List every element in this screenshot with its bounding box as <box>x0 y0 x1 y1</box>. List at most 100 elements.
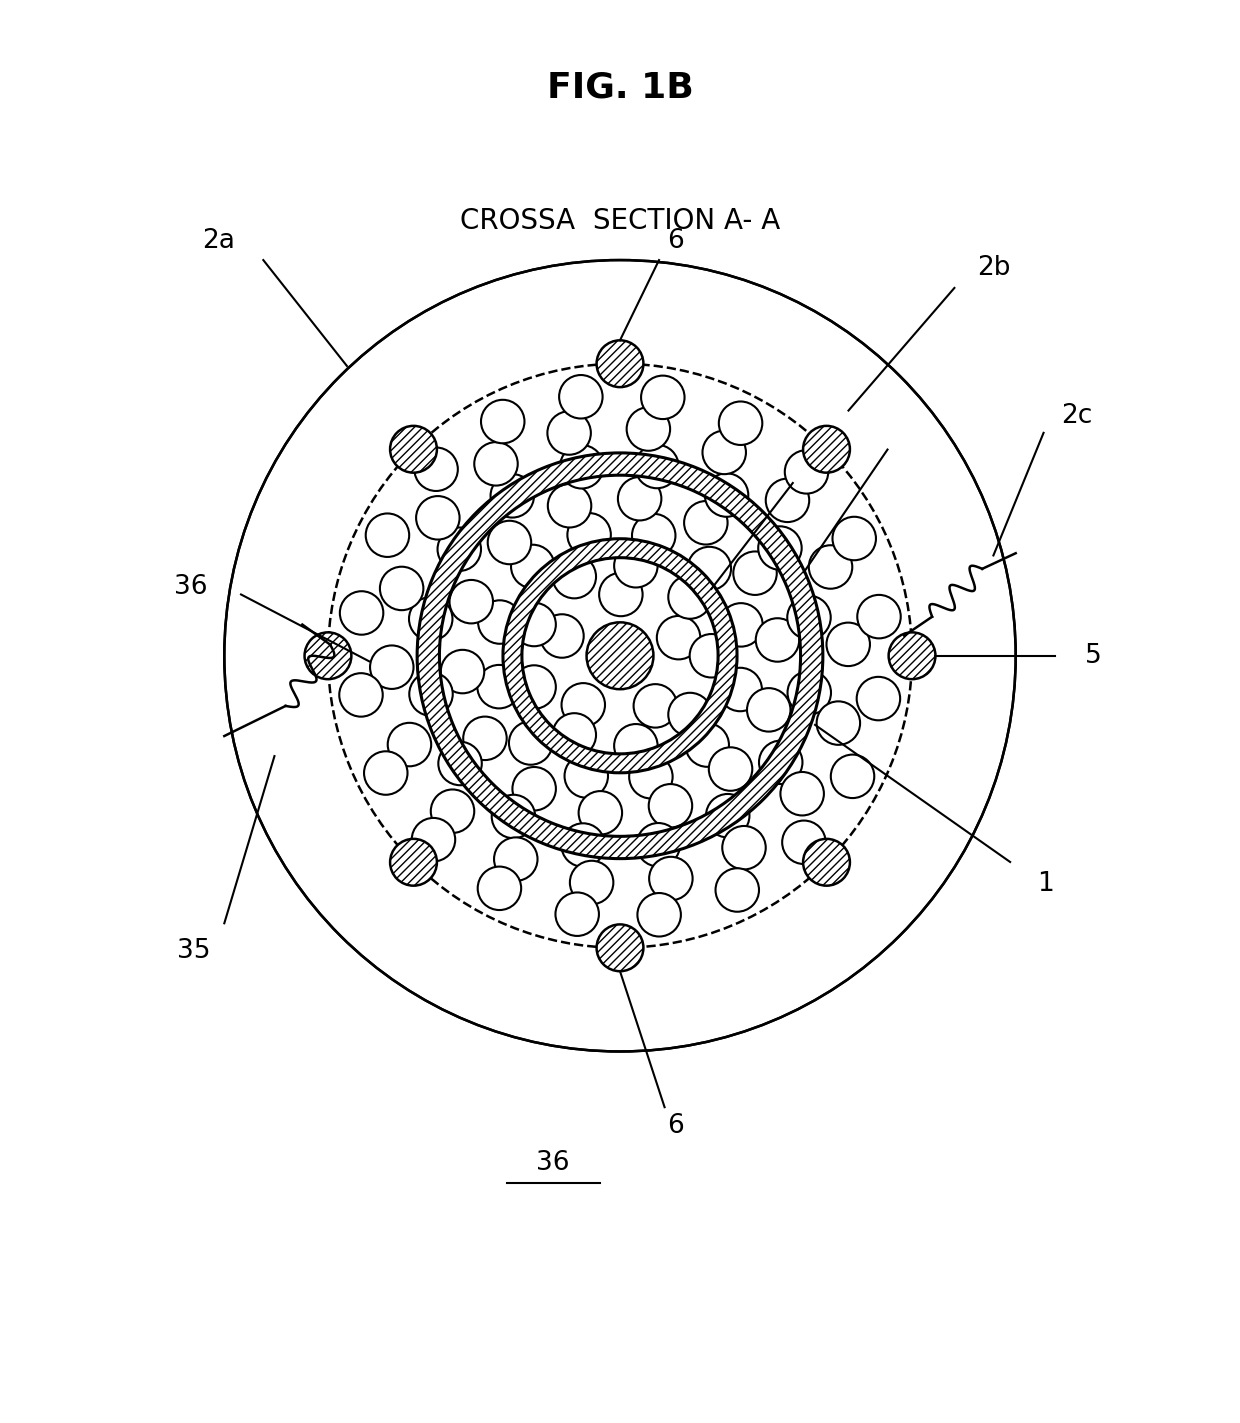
Circle shape <box>464 717 507 760</box>
Circle shape <box>508 721 553 764</box>
Text: 6: 6 <box>667 228 684 255</box>
Circle shape <box>479 601 522 643</box>
Circle shape <box>379 566 423 610</box>
Circle shape <box>391 425 436 472</box>
Circle shape <box>568 514 611 556</box>
Circle shape <box>438 528 481 571</box>
Circle shape <box>637 894 681 936</box>
Circle shape <box>787 596 831 639</box>
Circle shape <box>440 650 485 693</box>
Circle shape <box>755 618 800 662</box>
Circle shape <box>719 401 763 445</box>
Text: 6: 6 <box>667 1113 684 1140</box>
Circle shape <box>746 689 790 731</box>
Circle shape <box>553 713 596 757</box>
Circle shape <box>481 400 525 444</box>
Circle shape <box>560 445 604 488</box>
Circle shape <box>827 623 870 666</box>
Circle shape <box>719 603 763 646</box>
Circle shape <box>632 514 676 558</box>
Circle shape <box>650 857 693 901</box>
Circle shape <box>804 425 849 472</box>
Circle shape <box>782 821 826 864</box>
Circle shape <box>494 837 537 881</box>
Circle shape <box>785 450 828 494</box>
Circle shape <box>511 545 554 588</box>
Circle shape <box>668 693 712 736</box>
Circle shape <box>733 552 776 595</box>
Circle shape <box>635 445 678 488</box>
Circle shape <box>541 615 584 657</box>
Circle shape <box>512 603 556 646</box>
Circle shape <box>832 517 875 561</box>
Text: 2c: 2c <box>1061 403 1092 430</box>
Text: 5: 5 <box>1085 643 1102 669</box>
Wedge shape <box>503 539 737 773</box>
Circle shape <box>579 791 622 834</box>
Circle shape <box>758 527 802 569</box>
Circle shape <box>388 723 432 767</box>
Circle shape <box>430 790 474 832</box>
Circle shape <box>487 521 531 565</box>
Circle shape <box>365 751 408 795</box>
Circle shape <box>787 672 831 714</box>
Circle shape <box>366 514 409 556</box>
Circle shape <box>684 501 728 545</box>
Wedge shape <box>417 453 823 858</box>
Text: 36: 36 <box>174 573 207 599</box>
Circle shape <box>649 784 692 828</box>
Circle shape <box>553 555 596 598</box>
Circle shape <box>780 773 823 815</box>
Text: 36: 36 <box>537 1150 570 1175</box>
Circle shape <box>438 741 482 785</box>
Circle shape <box>224 260 1016 1052</box>
Circle shape <box>559 376 603 418</box>
Text: FIG. 1B: FIG. 1B <box>547 70 693 104</box>
Circle shape <box>629 756 672 798</box>
Circle shape <box>715 868 759 912</box>
Circle shape <box>548 484 591 528</box>
Circle shape <box>857 595 900 639</box>
Circle shape <box>766 478 810 522</box>
Circle shape <box>412 818 455 861</box>
Circle shape <box>477 665 521 709</box>
Circle shape <box>718 667 761 712</box>
Circle shape <box>709 747 753 791</box>
Circle shape <box>704 474 748 517</box>
Circle shape <box>409 598 453 640</box>
Circle shape <box>596 340 644 387</box>
Text: 1: 1 <box>1038 871 1054 898</box>
Circle shape <box>657 616 701 659</box>
Circle shape <box>689 635 733 677</box>
Text: 35: 35 <box>177 938 211 965</box>
Text: 2b: 2b <box>977 255 1011 280</box>
Circle shape <box>641 376 684 420</box>
Circle shape <box>340 673 383 717</box>
Circle shape <box>596 925 644 972</box>
Circle shape <box>564 754 608 798</box>
Circle shape <box>570 861 614 904</box>
Circle shape <box>391 840 436 885</box>
Circle shape <box>512 767 556 811</box>
Circle shape <box>587 622 653 689</box>
Circle shape <box>370 646 413 689</box>
Circle shape <box>634 684 677 727</box>
Circle shape <box>477 867 521 911</box>
Circle shape <box>686 723 729 767</box>
Circle shape <box>562 683 605 727</box>
Circle shape <box>305 632 351 679</box>
Circle shape <box>759 740 802 784</box>
Circle shape <box>808 545 852 589</box>
Circle shape <box>817 702 861 744</box>
Circle shape <box>547 411 590 455</box>
Circle shape <box>491 474 534 518</box>
Circle shape <box>668 575 712 619</box>
Circle shape <box>417 497 460 539</box>
Circle shape <box>556 892 599 936</box>
Circle shape <box>492 795 536 838</box>
Circle shape <box>626 407 670 451</box>
Circle shape <box>889 632 935 679</box>
Circle shape <box>804 840 849 885</box>
Text: CROSSA  SECTION A- A: CROSSA SECTION A- A <box>460 208 780 235</box>
Circle shape <box>562 824 605 867</box>
